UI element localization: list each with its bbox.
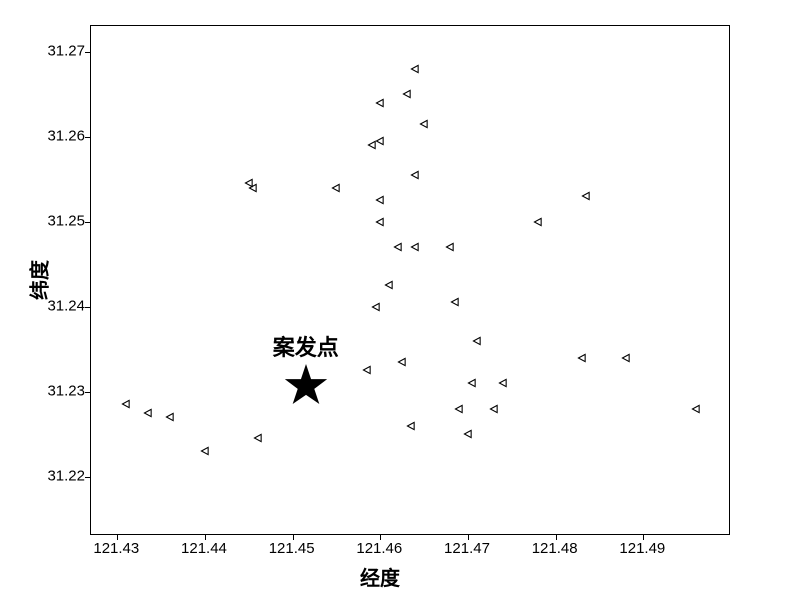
x-tick-label: 121.45 [269,540,315,557]
scatter-point [450,298,459,307]
scatter-point [376,196,385,205]
scatter-point [446,243,455,252]
crime-scene-star-icon [283,362,329,408]
y-tick [85,52,91,53]
scatter-point [468,379,477,388]
scatter-point [534,217,543,226]
scatter-point [490,404,499,413]
y-tick [85,307,91,308]
x-tick-label: 121.48 [532,540,578,557]
y-tick-label: 31.25 [35,212,85,229]
y-tick [85,392,91,393]
y-tick [85,137,91,138]
scatter-point [393,243,402,252]
scatter-point [376,136,385,145]
scatter-point [253,434,262,443]
x-axis-label: 经度 [360,562,400,591]
scatter-point [398,357,407,366]
x-tick-label: 121.44 [181,540,227,557]
scatter-point [367,141,376,150]
scatter-point [499,379,508,388]
y-tick-label: 31.22 [35,467,85,484]
crime-scene-label: 案发点 [273,330,339,362]
scatter-point [420,119,429,128]
scatter-point [363,366,372,375]
scatter-point [376,98,385,107]
y-tick [85,477,91,478]
plot-area: 案发点 [91,26,729,534]
y-tick [85,222,91,223]
scatter-point [411,170,420,179]
scatter-point [249,183,258,192]
x-tick-label: 121.47 [444,540,490,557]
scatter-point [332,183,341,192]
scatter-point [407,421,416,430]
x-tick-label: 121.43 [93,540,139,557]
y-tick-label: 31.23 [35,382,85,399]
y-axis-label: 纬度 [24,260,53,300]
scatter-point [411,64,420,73]
scatter-point [472,336,481,345]
scatter-point [691,404,700,413]
scatter-point [463,430,472,439]
scatter-point [621,353,630,362]
scatter-point [577,353,586,362]
scatter-point [455,404,464,413]
scatter-point [402,90,411,99]
scatter-point [143,408,152,417]
scatter-point [376,217,385,226]
scatter-point [582,192,591,201]
y-tick-label: 31.27 [35,42,85,59]
scatter-point [411,243,420,252]
x-tick-label: 121.49 [619,540,665,557]
scatter-point [122,400,131,409]
x-tick-label: 121.46 [356,540,402,557]
scatter-point [371,302,380,311]
chart-frame: 案发点 [90,25,730,535]
y-tick-label: 31.24 [35,297,85,314]
y-tick-label: 31.26 [35,127,85,144]
scatter-point [200,447,209,456]
scatter-point [385,281,394,290]
scatter-point [165,413,174,422]
